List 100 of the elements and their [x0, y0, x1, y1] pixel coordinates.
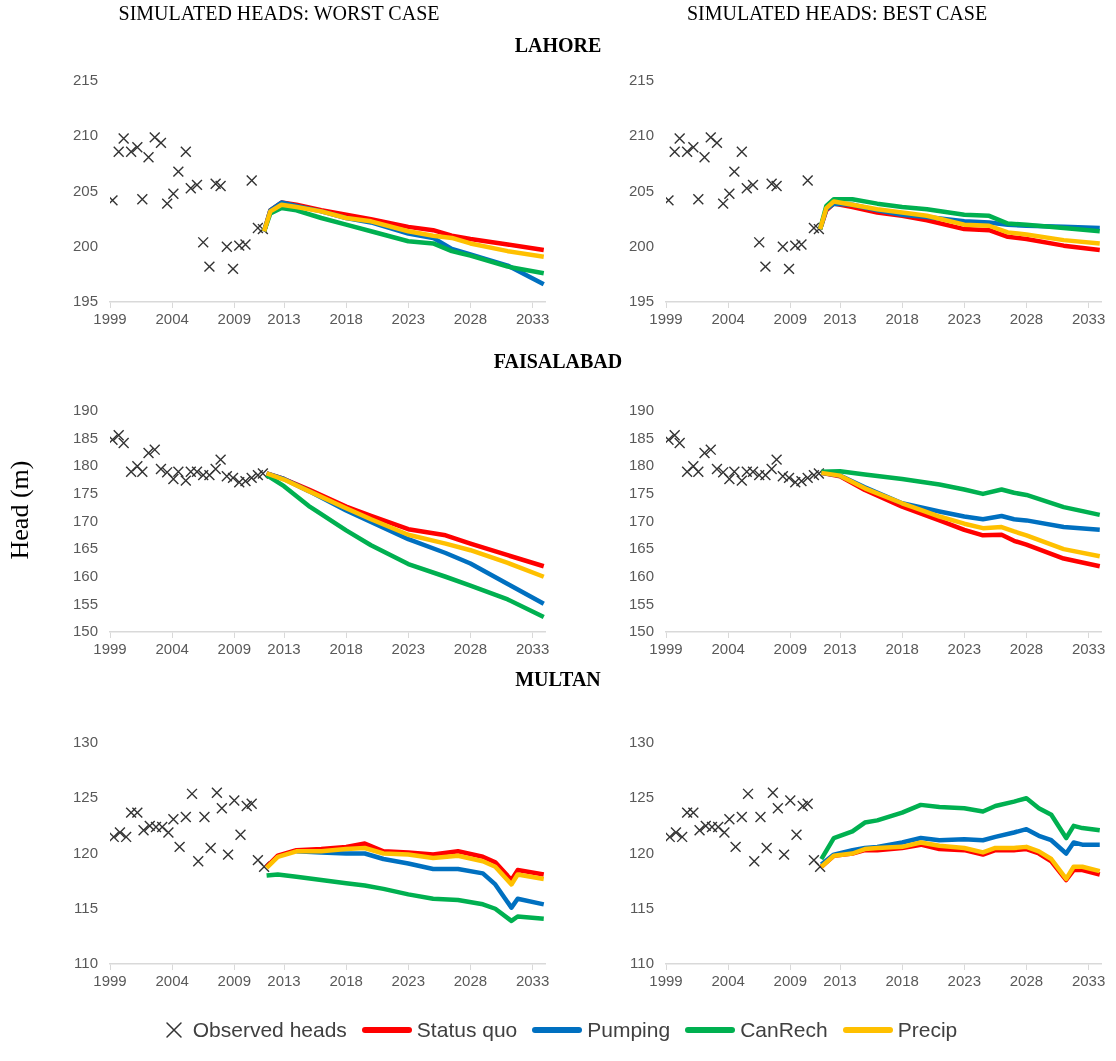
point	[717, 466, 729, 478]
y-tick-label: 120	[72, 843, 98, 861]
x-tick-label: 2033	[515, 310, 550, 328]
x-tick-label: 2018	[885, 310, 919, 328]
legend-label: Precip	[897, 1018, 958, 1042]
x-tick-label: 2004	[155, 972, 189, 990]
point	[150, 821, 162, 833]
y-tick-label: 155	[72, 594, 98, 612]
point	[257, 467, 269, 480]
point	[674, 437, 686, 449]
point	[681, 466, 693, 478]
point	[789, 240, 801, 252]
point	[209, 178, 222, 190]
point	[221, 470, 233, 482]
x-tick-label: 1999	[93, 640, 127, 658]
point	[136, 466, 148, 478]
point	[759, 469, 772, 481]
point	[173, 841, 186, 853]
x-tick-label: 2023	[391, 972, 425, 990]
point	[142, 151, 155, 163]
y-tick-label: 215	[72, 71, 98, 89]
x-tick-label: 2033	[515, 972, 550, 990]
point	[753, 236, 765, 248]
point	[808, 222, 820, 234]
x-tick-label: 2009	[217, 972, 251, 990]
point	[214, 453, 227, 466]
point	[161, 466, 173, 478]
point	[692, 193, 704, 205]
y-tick-label: 150	[72, 622, 98, 640]
point	[676, 831, 688, 843]
x-tick-label: 2004	[711, 310, 745, 328]
legend-label: CanRech	[740, 1018, 828, 1042]
x-tick-label: 2023	[391, 310, 425, 328]
y-tick-label: 210	[72, 126, 98, 144]
y-tick-label: 210	[628, 126, 654, 144]
point	[252, 854, 264, 866]
chart-title: SIMULATED HEADS: WORST CASE	[117, 2, 441, 25]
point	[670, 826, 682, 839]
point	[144, 820, 156, 832]
x-tick-label: 2018	[885, 972, 919, 990]
point	[203, 260, 216, 273]
point	[802, 798, 814, 810]
point	[718, 826, 731, 839]
point	[180, 474, 192, 487]
x-tick-label: 2018	[329, 310, 363, 328]
point	[214, 180, 227, 192]
chart-subtitle: FAISALABAD	[492, 350, 624, 373]
point	[120, 831, 132, 843]
point	[754, 811, 767, 823]
x-tick-label: 2023	[947, 972, 981, 990]
point	[789, 476, 801, 488]
point	[216, 802, 228, 814]
x-tick-label: 2009	[217, 640, 251, 658]
point	[783, 472, 795, 484]
x-tick-label: 2013	[823, 640, 857, 658]
point	[772, 802, 784, 814]
point	[198, 811, 211, 823]
x-tick-label: 2028	[1009, 972, 1044, 990]
x-tick-label: 2033	[1071, 310, 1106, 328]
point	[227, 472, 239, 484]
x-tick-label: 2004	[155, 310, 189, 328]
x-tick-label: 2018	[329, 972, 363, 990]
point	[110, 831, 120, 843]
y-tick-label: 110	[630, 954, 654, 972]
y-tick-label: 215	[628, 71, 654, 89]
point	[669, 429, 681, 441]
point	[167, 473, 180, 485]
point	[813, 467, 825, 480]
point	[770, 453, 783, 466]
x-tick-label: 2004	[155, 640, 189, 658]
point	[706, 821, 718, 833]
x-tick-label: 2028	[453, 640, 488, 658]
point	[167, 188, 180, 200]
point	[197, 236, 209, 248]
point	[765, 463, 778, 475]
x-tick-label: 2009	[773, 972, 807, 990]
y-tick-label: 125	[72, 788, 98, 806]
y-tick-label: 110	[74, 954, 98, 972]
point	[180, 811, 192, 823]
point	[191, 466, 203, 478]
point	[705, 444, 717, 456]
point	[234, 829, 247, 841]
y-tick-label: 205	[628, 181, 654, 199]
point	[808, 469, 820, 481]
point	[790, 829, 803, 841]
point	[723, 813, 736, 825]
x-tick-label: 1999	[93, 310, 127, 328]
point	[712, 821, 724, 833]
y-tick-label: 175	[628, 484, 654, 502]
legend-label: Observed heads	[192, 1018, 347, 1042]
point	[222, 848, 234, 861]
point	[113, 146, 125, 158]
point	[666, 831, 676, 843]
point	[681, 146, 693, 158]
point	[149, 444, 161, 456]
point	[778, 848, 790, 861]
point	[180, 146, 192, 158]
y-tick-label: 115	[630, 898, 654, 916]
point	[185, 182, 197, 194]
point	[246, 174, 258, 187]
